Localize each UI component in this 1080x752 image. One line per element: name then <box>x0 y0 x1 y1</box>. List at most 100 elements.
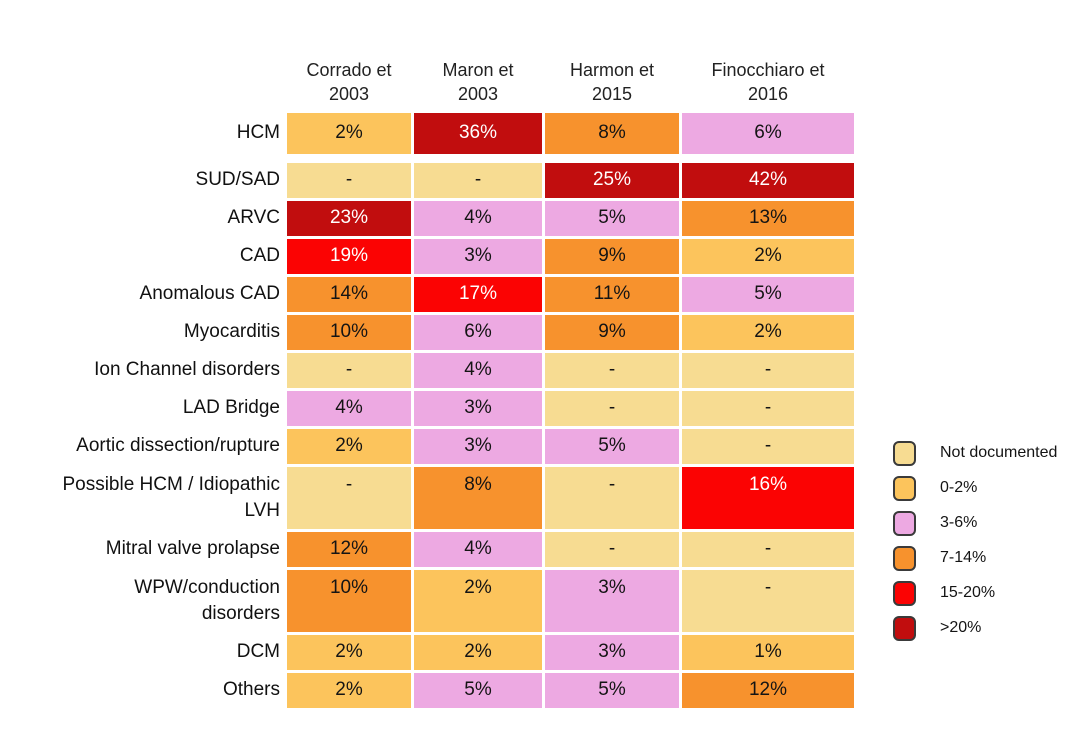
heatmap-cell: 1% <box>682 634 854 670</box>
heatmap-cell: 5% <box>545 428 679 464</box>
heatmap-cell: 4% <box>414 531 542 567</box>
heatmap-cell: 2% <box>287 672 411 708</box>
heatmap-cell: - <box>682 569 854 632</box>
heatmap-cell: 12% <box>682 672 854 708</box>
header-spacer <box>0 58 284 107</box>
heatmap-cell: 13% <box>682 200 854 236</box>
row-label: Possible HCM / Idiopathic LVH <box>62 473 280 521</box>
heatmap-cell: - <box>545 390 679 426</box>
legend-item: 3-6% <box>893 510 1057 536</box>
heatmap-cell: 4% <box>414 352 542 388</box>
heatmap-cell: 2% <box>287 428 411 464</box>
legend-label: >20% <box>940 619 982 636</box>
table-row: HCM 2% 36% 8% 6% <box>0 112 854 154</box>
column-header: Finocchiaro et 2016 <box>711 60 825 105</box>
heatmap-cell: 8% <box>545 112 679 154</box>
heatmap-cell: 16% <box>682 466 854 529</box>
heatmap-cell: 5% <box>545 200 679 236</box>
table-row: Mitral valve prolapse 12% 4% - - <box>0 531 854 567</box>
heatmap-cell: 9% <box>545 314 679 350</box>
row-label: Aortic dissection/rupture <box>76 435 280 457</box>
column-header-row: Corrado et 2003 Maron et 2003 Harmon et 20… <box>0 58 854 107</box>
heatmap-cell: 25% <box>545 162 679 198</box>
column-header: Corrado et 2003 <box>306 60 392 105</box>
heatmap-cell: 3% <box>414 238 542 274</box>
legend-label: 7-14% <box>940 549 987 566</box>
row-label: DCM <box>236 641 280 663</box>
legend-swatch <box>893 615 916 641</box>
legend-item: 15-20% <box>893 580 1057 606</box>
row-label: WPW/conduction disorders <box>134 576 280 624</box>
table-row: ARVC 23% 4% 5% 13% <box>0 200 854 236</box>
heatmap-cell: 8% <box>414 466 542 529</box>
row-label: Ion Channel disorders <box>94 359 280 381</box>
table-row: DCM 2% 2% 3% 1% <box>0 634 854 670</box>
heatmap-cell: - <box>414 162 542 198</box>
heatmap-cell: 2% <box>682 238 854 274</box>
heatmap-cell: - <box>545 352 679 388</box>
heatmap-cell: 19% <box>287 238 411 274</box>
heatmap-cell: 5% <box>414 672 542 708</box>
heatmap-cell: 2% <box>414 634 542 670</box>
heatmap-cell: 2% <box>414 569 542 632</box>
table-row: Others 2% 5% 5% 12% <box>0 672 854 708</box>
legend-label: 3-6% <box>940 514 978 531</box>
legend-swatch <box>893 510 916 536</box>
heatmap-cell: 10% <box>287 314 411 350</box>
heatmap-cell: 9% <box>545 238 679 274</box>
heatmap-cell: 6% <box>414 314 542 350</box>
heatmap-cell: 3% <box>545 634 679 670</box>
heatmap-cell: 23% <box>287 200 411 236</box>
legend-item: 0-2% <box>893 475 1057 501</box>
heatmap-cell: 11% <box>545 276 679 312</box>
heatmap-cell: 42% <box>682 162 854 198</box>
legend-swatch <box>893 580 916 606</box>
heatmap-cell: 4% <box>287 390 411 426</box>
legend-label: Not documented <box>940 444 1058 461</box>
column-header: Harmon et 2015 <box>569 60 655 105</box>
heatmap-table: Corrado et 2003 Maron et 2003 Harmon et 20… <box>0 58 854 711</box>
heatmap-cell: 2% <box>287 634 411 670</box>
row-label: Others <box>222 679 280 701</box>
heatmap-cell: - <box>545 466 679 529</box>
heatmap-cell: - <box>287 352 411 388</box>
heatmap-cell: 12% <box>287 531 411 567</box>
heatmap-cell: - <box>287 466 411 529</box>
heatmap-cell: - <box>682 428 854 464</box>
legend-label: 0-2% <box>940 479 978 496</box>
table-row: LAD Bridge 4% 3% - - <box>0 390 854 426</box>
heatmap-cell: 2% <box>682 314 854 350</box>
legend-swatch <box>893 440 916 466</box>
heatmap-cell: 3% <box>414 428 542 464</box>
column-header: Maron et 2003 <box>442 60 514 105</box>
table-row: Myocarditis 10% 6% 9% 2% <box>0 314 854 350</box>
heatmap-cell: - <box>682 352 854 388</box>
heatmap-cell: 36% <box>414 112 542 154</box>
row-label: CAD <box>239 245 280 267</box>
row-label: SUD/SAD <box>195 169 280 191</box>
heatmap-cell: - <box>682 531 854 567</box>
row-label: Anomalous CAD <box>139 283 280 305</box>
row-label: Mitral valve prolapse <box>105 538 280 560</box>
table-rows: HCM 2% 36% 8% 6% SUD/SAD - -25% 42% ARVC 23% 4% 5% 13… <box>0 112 854 711</box>
heatmap-cell: - <box>682 390 854 426</box>
heatmap-cell: 2% <box>287 112 411 154</box>
table-row: WPW/conduction disorders 10% 2% 3% - <box>0 569 854 632</box>
table-row: Anomalous CAD 14% 17% 11% 5% <box>0 276 854 312</box>
heatmap-cell: 3% <box>545 569 679 632</box>
heatmap-cell: 5% <box>682 276 854 312</box>
row-label: Myocarditis <box>183 321 280 343</box>
table-row: CAD 19% 3% 9% 2% <box>0 238 854 274</box>
heatmap-cell: - <box>545 531 679 567</box>
table-row: Ion Channel disorders -4% - - <box>0 352 854 388</box>
row-label: ARVC <box>227 207 280 229</box>
heatmap-cell: 14% <box>287 276 411 312</box>
heatmap-cell: - <box>287 162 411 198</box>
legend-label: 15-20% <box>940 584 996 601</box>
heatmap-cell: 6% <box>682 112 854 154</box>
legend: Not documented 0-2% 3-6% 7-14% 15-20% >20% <box>893 440 1058 641</box>
legend-item: Not documented <box>893 440 1058 466</box>
legend-swatch <box>893 475 916 501</box>
table-row: Possible HCM / Idiopathic LVH -8% -16% <box>0 466 854 529</box>
